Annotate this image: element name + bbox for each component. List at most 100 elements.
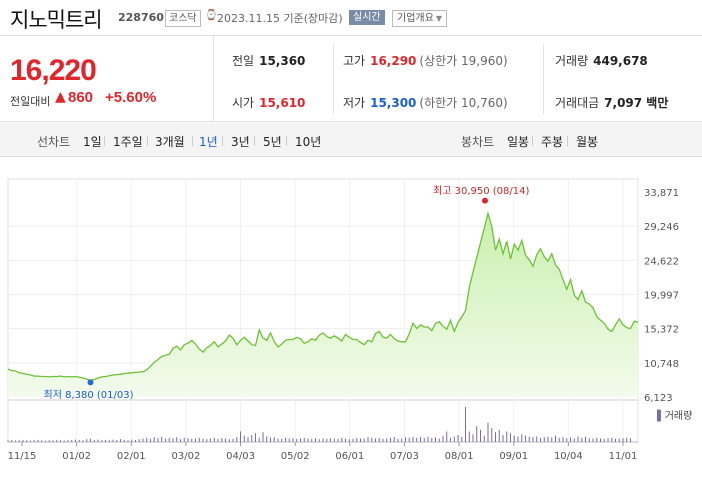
volume-bar [168,437,170,442]
volume-bar [232,438,234,442]
divider [222,136,223,146]
tab-10y[interactable]: 10년 [295,135,322,149]
volume-bar [502,435,504,442]
volume-bar [82,440,84,442]
volume-bar [360,438,361,442]
divider [147,136,148,146]
volume-bar [480,429,481,442]
volume-bar [461,437,463,442]
volume-bar [397,438,399,442]
volume-bar [390,437,391,442]
volume-bar [596,437,598,442]
tab-3m[interactable]: 3개월 [155,135,185,149]
volume-bar [326,438,328,442]
y-tick-label: 19,997 [644,291,679,302]
y-tick-label: 10,748 [644,359,679,370]
x-tick-label: 04/03 [226,451,255,462]
tab-1w[interactable]: 1주일 [113,135,143,149]
volume-bar [498,429,500,442]
volume-bar [352,438,354,442]
volume-bar [423,438,425,442]
volume-bar [161,436,163,442]
volume-bar [78,439,80,442]
volume-bar [176,437,178,442]
divider [254,136,255,146]
volume-bar [97,439,99,442]
volume-bar [307,438,309,442]
dropdown-arrow-icon: ▼ [435,14,442,23]
volume-bar [472,434,474,442]
volume-bar [33,440,35,442]
volume-bar [382,438,384,442]
realtime-button[interactable]: 실시간 [349,10,385,25]
volume-bar [303,437,305,442]
market-badge: 코스닥 [165,10,201,27]
volume-bar [213,437,215,442]
volume-bar [288,438,290,442]
volume-bar [468,431,470,442]
volume-bar [26,440,28,442]
change-percent: +5.60% [105,89,157,106]
volume-bar [611,437,613,442]
change-label: 전일대비 [10,95,51,108]
tab-1d[interactable]: 1일 [83,135,102,149]
volume-bar [487,422,489,442]
volume-bar [131,439,133,442]
volume-bar [442,435,444,442]
tab-daily[interactable]: 일봉 [507,135,530,149]
x-tick-label: 10/04 [554,451,583,462]
current-price-box: 16,220 전일대비 ▲ 860 +5.60% [0,36,214,122]
tab-5y[interactable]: 5년 [263,135,282,149]
volume-bar [108,440,110,442]
volume-bar [566,438,568,442]
volume-bar [378,438,380,442]
tab-monthly[interactable]: 월봉 [576,135,599,149]
volume-bar [311,438,313,442]
tab-weekly[interactable]: 주봉 [541,135,564,149]
x-tick-label: 07/03 [390,451,419,462]
stock-code: 228760 [118,11,164,24]
volume-bar [626,437,628,442]
volume-bar [551,437,553,442]
volume-bar [630,438,631,442]
tab-3y[interactable]: 3년 [231,135,250,149]
volume-bar [491,428,493,442]
y-tick-label: 15,372 [644,325,679,336]
volume-bar [348,439,350,442]
volume-bar [146,437,148,442]
volume-bar [581,437,583,442]
volume-bar [172,438,174,442]
legend-swatch: ▌ [657,411,665,422]
volume-bar [607,438,609,442]
company-info-dropdown[interactable]: 기업개요 ▼ [392,10,447,27]
volume-bar [292,438,294,442]
stock-name: 지노믹트리 [10,8,103,32]
volume-bar [247,437,249,442]
volume-bar [228,439,230,442]
volume-bar [150,438,151,442]
divider [567,136,568,146]
volume-bar [457,435,459,442]
volume-bar [521,434,523,442]
volume-bar [105,439,106,442]
volume-bar [251,435,253,442]
volume-bar [243,435,245,442]
volume-bar [112,439,114,442]
volume-bar [153,437,155,442]
up-triangle-icon: ▲ [55,89,66,105]
volume-bar [585,436,586,442]
volume-legend: ▌거래량 [657,411,693,422]
volume-bar [236,437,238,442]
volume-bar [532,437,534,442]
volume-bar [420,437,421,442]
volume-bar [277,438,279,442]
volume-bar [506,431,508,442]
divider [192,136,193,146]
volume-bar [101,440,103,442]
volume-bar [183,437,185,442]
volume-bar [588,438,590,442]
tab-1y[interactable]: 1년 [199,135,218,149]
volume-bar [157,438,159,442]
volume-bar [318,439,320,442]
volume-bar [371,437,373,442]
